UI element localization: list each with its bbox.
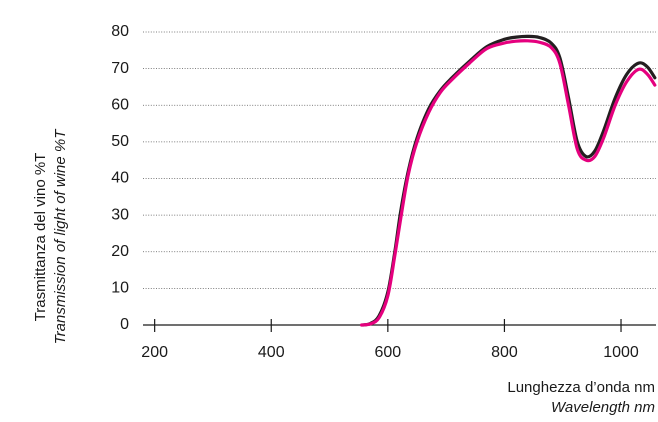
y-tick-label: 30	[111, 206, 129, 223]
gridlines	[143, 31, 656, 289]
x-tick-label: 200	[141, 344, 168, 361]
x-tick-label: 400	[258, 344, 285, 361]
x-tick-label: 600	[374, 344, 401, 361]
y-tick-label: 70	[111, 60, 129, 77]
x-tick-label: 800	[491, 344, 518, 361]
data-series	[360, 34, 657, 327]
y-axis-title: Trasmittanza del vino %T	[32, 153, 49, 322]
y-tick-label: 60	[111, 96, 129, 113]
x-axis	[143, 319, 656, 332]
x-axis-title-english: Wavelength nm	[551, 399, 655, 416]
y-tick-label: 0	[120, 316, 129, 333]
y-tick-label: 40	[111, 170, 129, 187]
x-axis-title: Lunghezza d’onda nm	[507, 379, 655, 396]
x-tick-labels: 200 400 600 800 1000	[141, 344, 639, 361]
series-line-2	[360, 39, 657, 327]
y-tick-label: 50	[111, 133, 129, 150]
y-tick-label: 80	[111, 23, 129, 40]
y-tick-label: 10	[111, 280, 129, 297]
y-tick-label: 20	[111, 243, 129, 260]
y-tick-labels: 0 10 20 30 40 50 60 70 80	[111, 23, 129, 333]
x-tick-label: 1000	[603, 344, 639, 361]
y-axis-title-english: Transmission of light of wine %T	[52, 128, 69, 345]
